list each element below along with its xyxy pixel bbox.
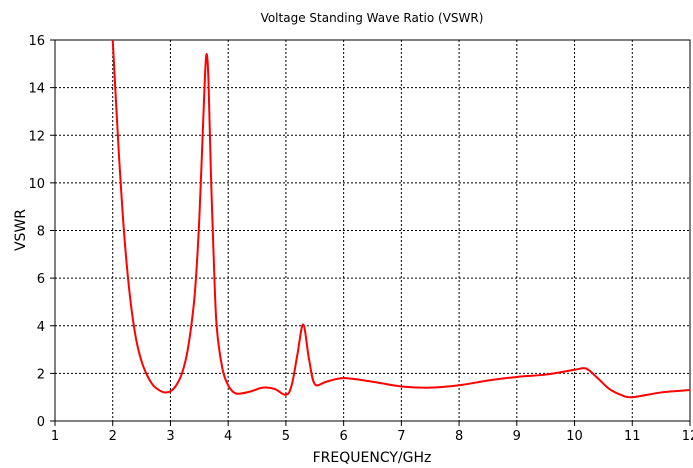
grid (55, 40, 690, 421)
y-tick-label: 14 (28, 82, 45, 97)
y-tick-label: 10 (28, 177, 45, 192)
y-tick-label: 12 (28, 129, 45, 144)
x-tick-label: 4 (224, 429, 232, 444)
x-tick-label: 6 (339, 429, 347, 444)
x-tick-label: 5 (282, 429, 290, 444)
x-tick-label: 3 (166, 429, 174, 444)
chart-title: Voltage Standing Wave Ratio (VSWR) (261, 11, 484, 25)
y-tick-label: 2 (37, 367, 45, 382)
x-tick-label: 9 (513, 429, 521, 444)
x-tick-label: 11 (624, 429, 641, 444)
y-axis-label: VSWR (13, 209, 29, 251)
series-line-vswr (111, 39, 691, 399)
x-tick-label: 1 (51, 429, 59, 444)
x-tick-label: 12 (682, 429, 693, 444)
x-axis-label: FREQUENCY/GHz (313, 450, 432, 466)
y-tick-label: 8 (37, 225, 45, 240)
y-axis-ticks: 0 2 4 6 8 10 12 14 16 (28, 34, 55, 430)
y-tick-label: 16 (28, 34, 45, 49)
y-tick-label: 4 (37, 320, 45, 335)
y-tick-label: 6 (37, 272, 45, 287)
x-tick-label: 2 (109, 429, 117, 444)
x-tick-label: 10 (566, 429, 583, 444)
x-axis-ticks: 123456789101112 (51, 421, 693, 444)
x-tick-label: 7 (397, 429, 405, 444)
y-tick-label: 0 (37, 415, 45, 430)
x-tick-label: 8 (455, 429, 463, 444)
